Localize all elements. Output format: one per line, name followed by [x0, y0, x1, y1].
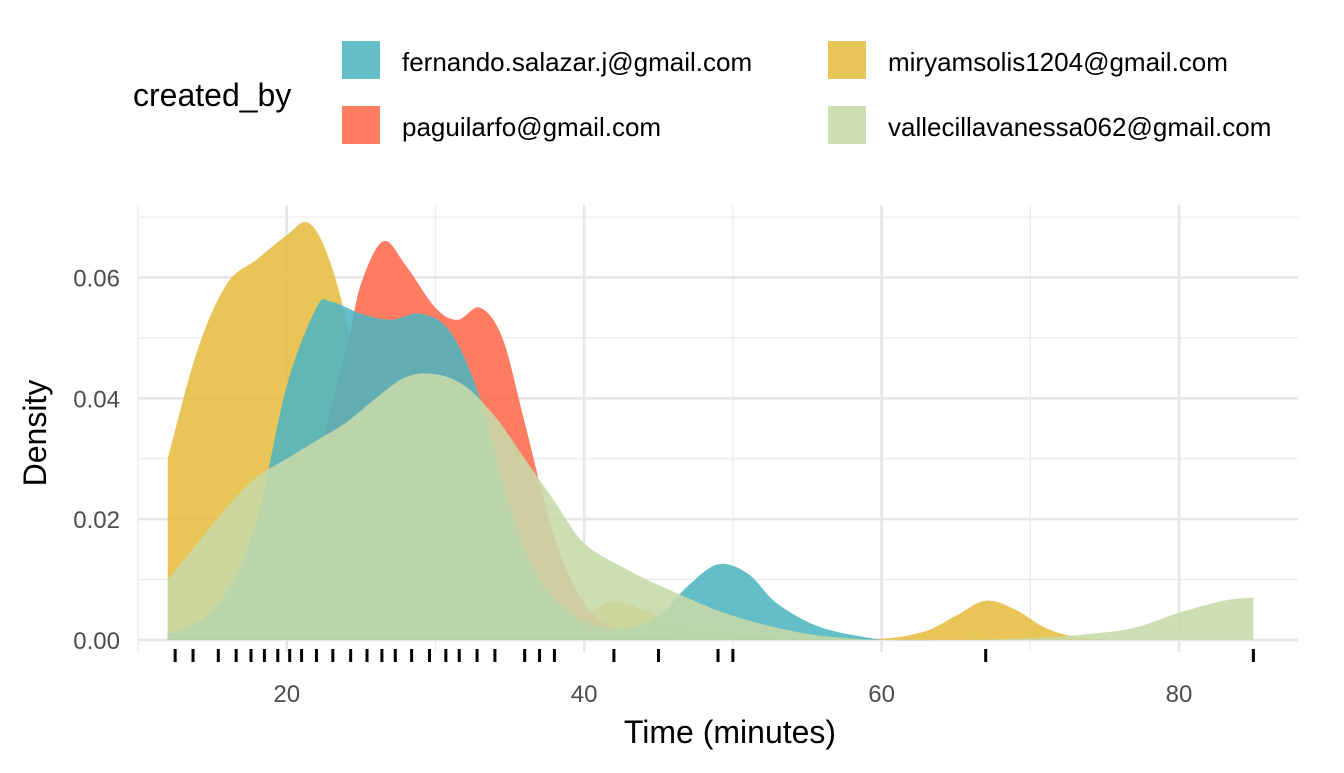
density-areas	[167, 221, 1254, 641]
x-tick-label-40: 40	[571, 681, 598, 708]
y-tick-label-0.02: 0.02	[73, 507, 120, 534]
y-tick-label-0.04: 0.04	[73, 386, 120, 413]
legend-label: fernando.salazar.j@gmail.com	[402, 47, 752, 77]
x-tick-label-60: 60	[868, 681, 895, 708]
legend-item-miryamsolis1204-gmail-com: miryamsolis1204@gmail.com	[828, 41, 1228, 79]
y-axis-title: Density	[17, 380, 53, 487]
x-tick-label-80: 80	[1166, 681, 1193, 708]
y-tick-label-0.00: 0.00	[73, 628, 120, 655]
axes: Time (minutes) Density 20 40 60 80 0.00 0.02 0…	[17, 265, 1192, 750]
legend-item-paguilarfo-gmail-com: paguilarfo@gmail.com	[342, 106, 661, 144]
y-tick-label-0.06: 0.06	[73, 265, 120, 292]
legend-item-vallecillavanessa062-gmail-com: vallecillavanessa062@gmail.com	[828, 106, 1271, 144]
legend-swatch	[342, 106, 380, 144]
legend-item-fernando-salazar-j-gmail-com: fernando.salazar.j@gmail.com	[342, 41, 752, 79]
legend-swatch	[342, 41, 380, 79]
legend-swatch	[828, 41, 866, 79]
legend-title: created_by	[133, 77, 291, 113]
x-tick-label-20: 20	[273, 681, 300, 708]
legend-swatch	[828, 106, 866, 144]
legend-label: miryamsolis1204@gmail.com	[888, 47, 1228, 77]
legend-label: vallecillavanessa062@gmail.com	[888, 112, 1271, 142]
rug-ticks	[173, 649, 1255, 662]
density-area-vallecillavanessa062-gmail-com	[167, 373, 1254, 641]
legend-label: paguilarfo@gmail.com	[402, 112, 661, 142]
x-axis-title: Time (minutes)	[624, 714, 836, 750]
legend: created_by fernando.salazar.j@gmail.com m…	[133, 41, 1271, 144]
